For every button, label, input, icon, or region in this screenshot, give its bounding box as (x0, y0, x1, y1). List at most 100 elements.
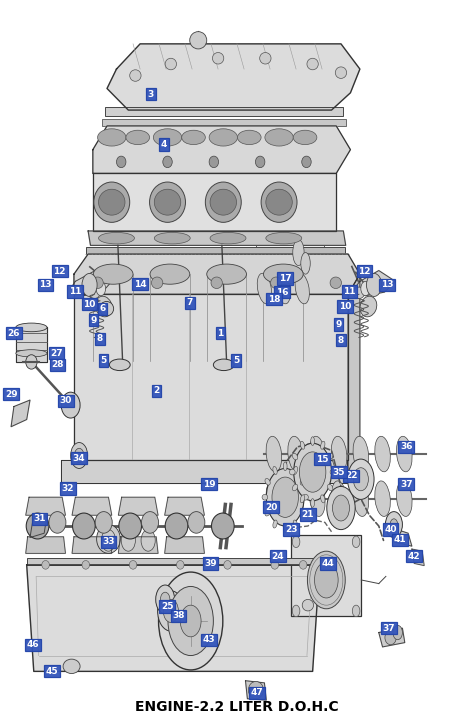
Ellipse shape (96, 281, 106, 296)
Ellipse shape (165, 513, 188, 539)
Ellipse shape (292, 536, 300, 547)
Polygon shape (354, 270, 395, 296)
Polygon shape (118, 497, 158, 516)
Ellipse shape (93, 264, 133, 284)
Text: 36: 36 (400, 443, 412, 451)
Ellipse shape (300, 452, 326, 492)
Polygon shape (26, 497, 65, 516)
Bar (86, 247, 345, 254)
Text: 11: 11 (343, 287, 356, 296)
Ellipse shape (16, 323, 47, 332)
Text: 38: 38 (172, 611, 185, 621)
Ellipse shape (271, 560, 279, 569)
Ellipse shape (61, 392, 80, 418)
Polygon shape (348, 274, 360, 479)
Ellipse shape (101, 530, 116, 551)
Ellipse shape (157, 590, 184, 631)
Ellipse shape (366, 273, 382, 296)
Ellipse shape (163, 599, 178, 622)
Ellipse shape (315, 562, 338, 598)
Ellipse shape (168, 586, 213, 655)
Ellipse shape (94, 182, 130, 222)
Ellipse shape (328, 454, 333, 460)
Ellipse shape (82, 560, 90, 569)
Ellipse shape (95, 296, 112, 317)
Ellipse shape (248, 681, 264, 699)
Text: 9: 9 (336, 320, 342, 329)
Ellipse shape (320, 495, 325, 503)
Text: 25: 25 (161, 602, 173, 611)
Text: 11: 11 (69, 287, 82, 296)
Text: 37: 37 (383, 624, 395, 633)
Polygon shape (72, 537, 112, 553)
Text: 31: 31 (33, 514, 46, 523)
Ellipse shape (224, 560, 231, 569)
Ellipse shape (154, 129, 182, 146)
Ellipse shape (302, 156, 311, 168)
Ellipse shape (273, 466, 277, 474)
Ellipse shape (301, 495, 305, 503)
Ellipse shape (292, 485, 298, 491)
Ellipse shape (119, 513, 142, 539)
Ellipse shape (375, 436, 391, 472)
Ellipse shape (63, 659, 80, 673)
Ellipse shape (150, 182, 185, 222)
Ellipse shape (307, 58, 318, 70)
Ellipse shape (98, 129, 126, 146)
Text: 41: 41 (394, 535, 406, 544)
Text: 12: 12 (54, 267, 66, 275)
Ellipse shape (205, 182, 241, 222)
Ellipse shape (331, 481, 347, 516)
Ellipse shape (16, 350, 47, 357)
Polygon shape (11, 400, 30, 427)
Ellipse shape (397, 481, 412, 516)
Polygon shape (30, 516, 47, 538)
Ellipse shape (352, 536, 360, 547)
Text: 27: 27 (50, 349, 63, 358)
Ellipse shape (330, 277, 341, 288)
Ellipse shape (290, 469, 295, 475)
Text: 23: 23 (285, 525, 298, 534)
Text: 8: 8 (97, 335, 103, 343)
Ellipse shape (152, 277, 163, 288)
Text: 15: 15 (316, 454, 328, 464)
Ellipse shape (288, 481, 303, 516)
Ellipse shape (210, 189, 237, 215)
Ellipse shape (295, 273, 310, 304)
Ellipse shape (156, 585, 174, 614)
Text: 24: 24 (271, 552, 284, 561)
Bar (105, 107, 343, 116)
Ellipse shape (272, 477, 299, 518)
Polygon shape (88, 231, 346, 245)
Ellipse shape (121, 530, 136, 551)
Text: 21: 21 (301, 510, 314, 519)
Ellipse shape (292, 454, 298, 460)
Polygon shape (72, 497, 112, 516)
Polygon shape (71, 270, 112, 296)
Ellipse shape (360, 296, 377, 317)
Ellipse shape (301, 441, 305, 449)
Ellipse shape (82, 273, 97, 296)
Ellipse shape (260, 53, 271, 64)
Text: 22: 22 (345, 471, 357, 480)
Ellipse shape (165, 58, 176, 70)
Ellipse shape (332, 495, 349, 521)
Ellipse shape (130, 70, 141, 81)
Text: 5: 5 (100, 356, 107, 365)
Ellipse shape (300, 510, 305, 516)
Ellipse shape (301, 252, 310, 274)
Ellipse shape (265, 129, 293, 146)
Ellipse shape (327, 487, 355, 530)
Ellipse shape (97, 525, 120, 553)
Polygon shape (16, 327, 47, 362)
Text: 6: 6 (99, 304, 105, 313)
Ellipse shape (330, 469, 336, 475)
Text: 10: 10 (338, 302, 351, 311)
Text: 8: 8 (338, 336, 344, 345)
Bar (256, 241, 324, 319)
Ellipse shape (109, 359, 130, 371)
Ellipse shape (311, 437, 315, 446)
Ellipse shape (293, 520, 298, 528)
Ellipse shape (303, 495, 309, 500)
Ellipse shape (283, 462, 287, 471)
